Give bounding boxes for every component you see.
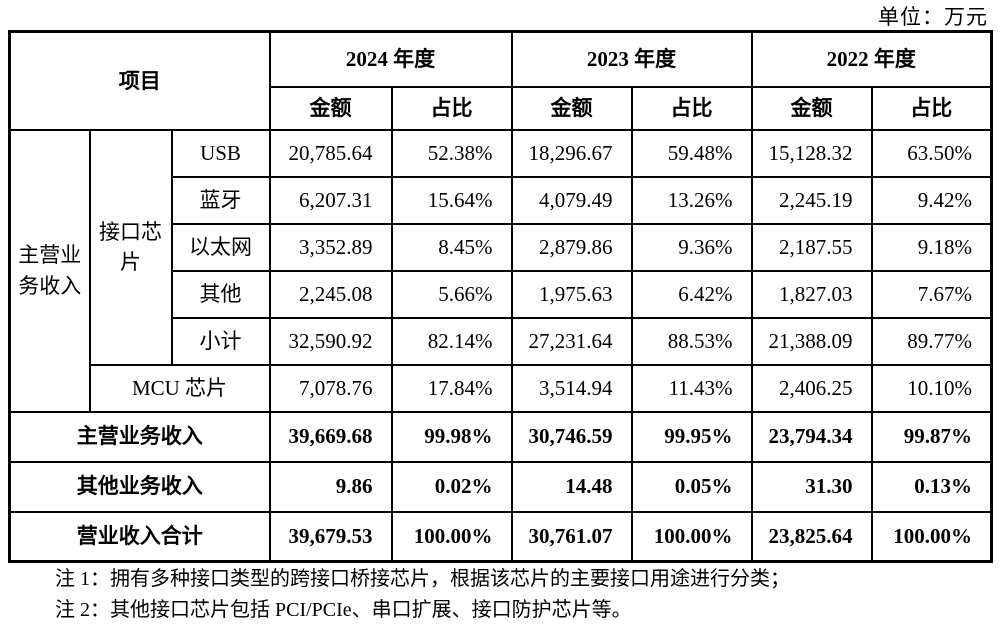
amount-cell: 23,825.64 [750,510,873,563]
ratio-cell: 99.98% [390,410,513,463]
amount-cell: 6,207.31 [268,175,393,225]
ratio-cell: 0.05% [630,460,753,513]
amount-cell: 7,078.76 [268,363,393,413]
amount-cell: 4,079.49 [510,175,633,225]
ratio-cell: 13.26% [630,175,753,225]
amount-cell: 3,514.94 [510,363,633,413]
ratio-cell: 15.64% [390,175,513,225]
table-row-ethernet: 以太网 3,352.89 8.45% 2,879.86 9.36% 2,187.… [10,222,993,272]
amount-cell: 2,245.08 [268,269,393,319]
amount-cell: 2,879.86 [510,222,633,272]
group-label-interface-chips: 接口芯片 [88,128,173,366]
ratio-cell: 89.77% [870,316,993,366]
ratio-cell: 99.87% [870,410,993,463]
row-label: 以太网 [170,222,271,272]
table-row-other: 其他 2,245.08 5.66% 1,975.63 6.42% 1,827.0… [10,269,993,319]
ratio-cell: 5.66% [390,269,513,319]
ratio-cell: 9.36% [630,222,753,272]
amount-cell: 20,785.64 [268,128,393,178]
amount-cell: 2,187.55 [750,222,873,272]
amount-cell: 32,590.92 [268,316,393,366]
amount-cell: 2,406.25 [750,363,873,413]
summary-label: 营业收入合计 [8,510,271,563]
footnotes: 注 1：拥有多种接口类型的跨接口桥接芯片，根据该芯片的主要接口用途进行分类； 注… [55,564,790,626]
table-row-bluetooth: 蓝牙 6,207.31 15.64% 4,079.49 13.26% 2,245… [10,175,993,225]
row-label-mcu: MCU 芯片 [88,363,271,413]
header-amount-2024: 金额 [268,85,393,131]
amount-cell: 21,388.09 [750,316,873,366]
header-row-measures: 金额 占比 金额 占比 金额 占比 [10,85,993,131]
amount-cell: 1,975.63 [510,269,633,319]
table-row-usb: 主营业务收入 接口芯片 USB 20,785.64 52.38% 18,296.… [8,128,993,413]
header-item: 项目 [8,30,271,131]
ratio-cell: 100.00% [630,510,753,563]
row-label: USB [170,128,271,178]
header-year-2022: 2022 年度 [750,30,993,88]
table-row-mcu: MCU 芯片 7,078.76 17.84% 3,514.94 11.43% 2… [10,363,993,413]
row-label: 其他 [170,269,271,319]
amount-cell: 31.30 [750,460,873,513]
footnote-1: 注 1：拥有多种接口类型的跨接口桥接芯片，根据该芯片的主要接口用途进行分类； [55,568,790,590]
ratio-cell: 11.43% [630,363,753,413]
amount-cell: 2,245.19 [750,175,873,225]
group-label-main-revenue: 主营业务收入 [8,128,91,413]
amount-cell: 27,231.64 [510,316,633,366]
ratio-cell: 6.42% [630,269,753,319]
ratio-cell: 99.95% [630,410,753,463]
unit-label: 单位：万元 [878,5,988,29]
summary-row-main-revenue: 主营业务收入 39,669.68 99.98% 30,746.59 99.95%… [8,410,993,463]
ratio-cell: 9.18% [870,222,993,272]
ratio-cell: 10.10% [870,363,993,413]
header-amount-2022: 金额 [750,85,873,131]
ratio-cell: 52.38% [390,128,513,178]
table-row-subtotal: 小计 32,590.92 82.14% 27,231.64 88.53% 21,… [10,316,993,366]
header-ratio-2023: 占比 [630,85,753,131]
header-row-years: 项目 2024 年度 2023 年度 2022 年度 [8,30,993,131]
amount-cell: 15,128.32 [750,128,873,178]
amount-cell: 3,352.89 [268,222,393,272]
ratio-cell: 7.67% [870,269,993,319]
ratio-cell: 100.00% [390,510,513,563]
summary-row-total-revenue: 营业收入合计 39,679.53 100.00% 30,761.07 100.0… [8,510,993,563]
amount-cell: 14.48 [510,460,633,513]
header-year-2023: 2023 年度 [510,30,753,88]
amount-cell: 23,794.34 [750,410,873,463]
ratio-cell: 9.42% [870,175,993,225]
header-ratio-2022: 占比 [870,85,993,131]
revenue-breakdown-table: 项目 2024 年度 2023 年度 2022 年度 金额 占比 金额 占比 金… [8,30,994,563]
ratio-cell: 8.45% [390,222,513,272]
amount-cell: 39,679.53 [268,510,393,563]
header-amount-2023: 金额 [510,85,633,131]
amount-cell: 30,746.59 [510,410,633,463]
summary-label: 其他业务收入 [8,460,271,513]
row-label: 蓝牙 [170,175,271,225]
footnote-2: 注 2：其他接口芯片包括 PCI/PCIe、串口扩展、接口防护芯片等。 [55,599,632,621]
summary-label: 主营业务收入 [8,410,271,463]
ratio-cell: 17.84% [390,363,513,413]
amount-cell: 1,827.03 [750,269,873,319]
header-ratio-2024: 占比 [390,85,513,131]
row-label: 小计 [170,316,271,366]
amount-cell: 30,761.07 [510,510,633,563]
header-year-2024: 2024 年度 [268,30,513,88]
amount-cell: 18,296.67 [510,128,633,178]
amount-cell: 9.86 [268,460,393,513]
ratio-cell: 82.14% [390,316,513,366]
amount-cell: 39,669.68 [268,410,393,463]
ratio-cell: 0.02% [390,460,513,513]
ratio-cell: 0.13% [870,460,993,513]
summary-row-other-revenue: 其他业务收入 9.86 0.02% 14.48 0.05% 31.30 0.13… [8,460,993,513]
ratio-cell: 88.53% [630,316,753,366]
ratio-cell: 63.50% [870,128,993,178]
ratio-cell: 100.00% [870,510,993,563]
ratio-cell: 59.48% [630,128,753,178]
